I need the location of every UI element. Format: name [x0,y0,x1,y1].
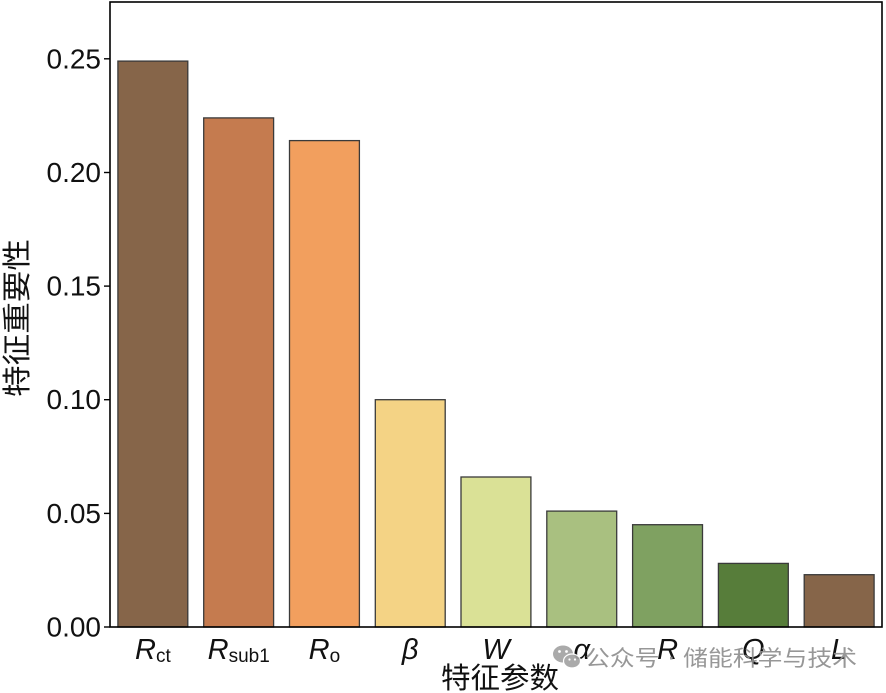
y-tick-label: 0.15 [47,271,102,302]
y-axis-title: 特征重要性 [0,239,34,397]
bar-5 [460,476,532,628]
bar-7 [631,524,704,628]
y-axis: 0.00 0.05 0.10 0.15 0.20 0.25 [47,43,110,643]
x-tick-label-subscript: o [330,646,341,667]
y-tick-label: 0.10 [47,384,102,415]
y-tick-label: 0.00 [47,612,102,643]
x-tick-label: β [401,634,419,666]
x-tick-label-base: R [135,634,156,666]
y-tick-label: 0.25 [47,43,102,74]
wechat-icon-eye [565,650,568,653]
x-tick-label: W [482,634,512,666]
x-tick-label: Rsub1 [208,634,270,667]
x-tick-label-base: L [831,634,847,666]
bar-2 [203,117,275,628]
x-tick-label: Q [742,634,765,666]
x-tick-label-subscript: ct [156,646,172,667]
x-tick-label-base: R [309,634,330,666]
watermark: 公众号 · 储能科学与技术 [553,645,857,672]
y-tick-label: 0.05 [47,498,102,529]
x-tick-label-base: W [482,634,512,666]
bar-9 [803,574,875,628]
x-tick-label-base: Q [742,634,765,666]
x-tick-label: L [831,634,847,666]
x-tick-label: Rct [135,634,171,667]
bars-group [117,60,875,628]
bar-4 [374,399,446,628]
wechat-icon-eye [558,650,561,653]
wechat-icon [553,645,582,669]
x-tick-label-base: R [657,634,678,666]
bar-1 [117,60,189,628]
x-tick-label-base: R [208,634,229,666]
bar-3 [288,139,361,628]
plot-frame [109,1,883,628]
wechat-icon-eye [568,658,571,661]
wechat-icon-eye [573,658,577,661]
bar-6 [546,510,618,628]
x-tick-label: Ro [309,634,341,667]
wechat-icon-small-bubble [562,653,582,669]
x-axis-title: 特征参数 [441,661,559,693]
x-tick-label-subscript: sub1 [229,646,270,667]
x-tick-label-base: β [401,634,419,666]
y-tick-label: 0.20 [47,157,102,188]
bar-8 [717,562,789,628]
x-tick-label: R [657,634,678,666]
watermark-text: 公众号 · 储能科学与技术 [585,647,857,672]
